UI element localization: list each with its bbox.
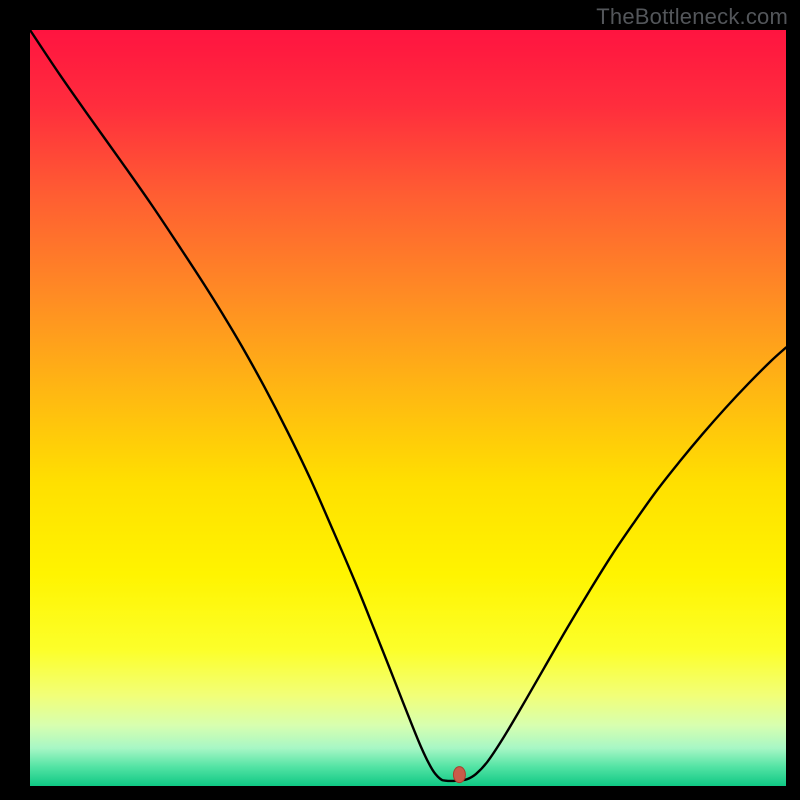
chart-frame: TheBottleneck.com [0,0,800,800]
chart-svg [30,30,786,786]
gradient-background [30,30,786,786]
plot-area [30,30,786,786]
optimum-marker [453,767,465,783]
watermark-text: TheBottleneck.com [596,4,788,30]
